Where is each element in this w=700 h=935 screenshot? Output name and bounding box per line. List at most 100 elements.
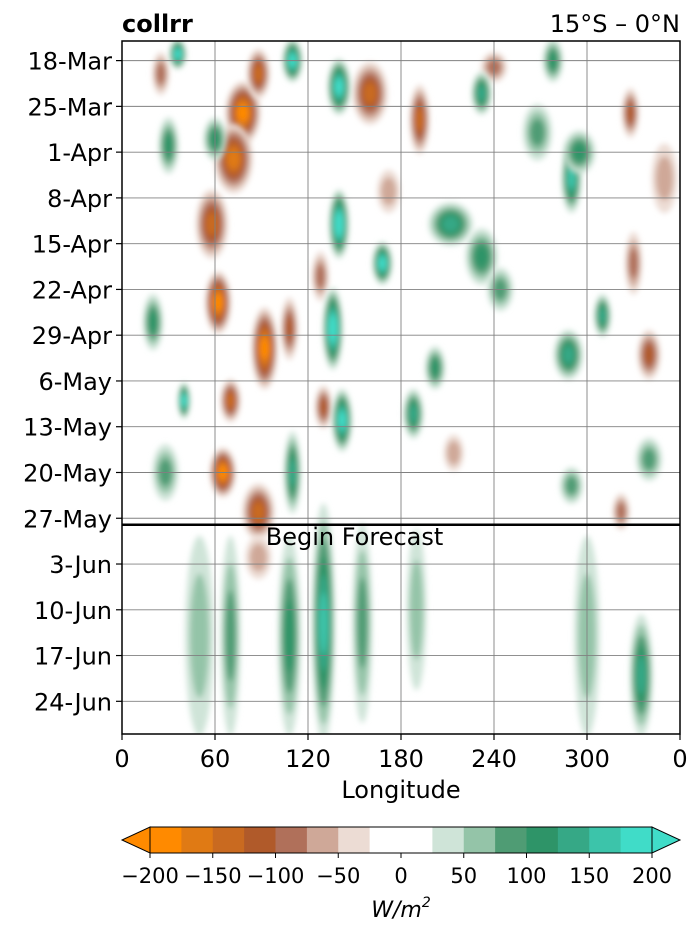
- contour-feature: [543, 41, 563, 83]
- colorbar-segment: [557, 827, 590, 853]
- contour-feature: [651, 143, 678, 213]
- contour-level: [565, 476, 578, 495]
- colorbar-tick-label: −150: [184, 864, 242, 888]
- contour-field: [143, 41, 678, 734]
- contour-feature: [158, 117, 179, 174]
- contour-feature: [195, 189, 228, 259]
- contour-level: [335, 216, 343, 233]
- forecast-label: Begin Forecast: [266, 523, 444, 551]
- y-tick-label: 22-Apr: [32, 276, 112, 304]
- title-right: 15°S – 0°N: [550, 10, 680, 38]
- contour-feature: [425, 346, 445, 390]
- contour-level: [529, 118, 545, 147]
- contour-level: [253, 65, 264, 83]
- colorbar-segment: [401, 827, 433, 853]
- contour-feature: [637, 329, 661, 380]
- contour-level: [284, 599, 295, 673]
- colorbar-label-exp: 2: [422, 895, 431, 911]
- y-tick-label: 1-Apr: [47, 139, 112, 167]
- contour-level: [616, 502, 626, 521]
- contour-level: [148, 311, 158, 334]
- contour-level: [415, 108, 424, 131]
- y-tick-label: 24-Jun: [34, 688, 112, 716]
- contour-feature: [220, 535, 241, 734]
- contour-feature: [622, 88, 639, 138]
- contour-level: [430, 359, 440, 377]
- contour-feature: [312, 251, 329, 302]
- colorbar-label-base: W/m: [371, 898, 422, 923]
- contour-level: [474, 245, 489, 268]
- contour-level: [174, 49, 182, 59]
- contour-feature: [471, 71, 492, 115]
- contour-feature: [312, 503, 335, 734]
- contour-level: [655, 156, 674, 201]
- contour-level: [163, 134, 174, 157]
- contour-feature: [251, 307, 278, 390]
- contour-feature: [315, 385, 332, 429]
- colorbar-tick-label: −200: [121, 864, 179, 888]
- contour-level: [205, 212, 218, 236]
- colorbar-segment: [150, 827, 182, 853]
- title-left: collrr: [122, 10, 193, 38]
- x-tick-label: 120: [285, 745, 331, 773]
- y-tick-label: 27-May: [23, 505, 112, 533]
- y-tick-label: 29-Apr: [32, 322, 112, 350]
- y-tick-label: 17-Jun: [34, 643, 112, 671]
- grid-lines: [122, 41, 680, 734]
- contour-level: [380, 177, 397, 206]
- y-tick-label: 6-May: [38, 368, 112, 396]
- x-tick-label: 240: [471, 745, 517, 773]
- contour-level: [189, 573, 210, 699]
- colorbar-segment: [306, 827, 339, 853]
- contour-feature: [152, 52, 169, 96]
- x-axis-label: Longitude: [341, 776, 460, 804]
- contour-level: [227, 148, 240, 169]
- contour-feature: [247, 48, 270, 99]
- contour-feature: [630, 614, 653, 734]
- x-tick-label: 0: [114, 745, 129, 773]
- colorbar-segment: [212, 827, 245, 853]
- x-axis: 0 60 120 180 240 300 0: [114, 734, 688, 773]
- colorbar-tick-label: 100: [506, 864, 546, 888]
- contour-level: [442, 216, 459, 232]
- contour-feature: [332, 388, 352, 452]
- y-tick-label: 8-Apr: [47, 185, 112, 213]
- contour-feature: [214, 124, 253, 194]
- y-tick-label: 13-May: [23, 414, 112, 442]
- contour-feature: [443, 434, 464, 472]
- y-tick-label: 20-May: [23, 459, 112, 487]
- contour-level: [285, 316, 294, 341]
- contour-level: [329, 319, 337, 339]
- y-tick-label: 15-Apr: [32, 231, 112, 259]
- contour-feature: [178, 382, 190, 419]
- contour-level: [249, 543, 268, 572]
- contour-level: [562, 346, 574, 364]
- contour-feature: [220, 379, 241, 423]
- contour-level: [598, 308, 607, 324]
- contour-feature: [327, 58, 351, 115]
- contour-level: [446, 440, 461, 465]
- contour-feature: [352, 61, 388, 125]
- contour-feature: [625, 231, 642, 295]
- x-tick-label: 60: [200, 745, 231, 773]
- contour-level: [237, 104, 249, 122]
- contour-level: [260, 338, 269, 359]
- contour-level: [156, 62, 166, 85]
- x-tick-label: 0: [672, 745, 687, 773]
- contour-level: [315, 264, 326, 289]
- contour-feature: [329, 189, 349, 259]
- contour-feature: [225, 81, 261, 145]
- colorbar-tick-label: −100: [247, 864, 305, 888]
- contour-feature: [185, 535, 214, 734]
- colorbar-extend-low: [120, 826, 151, 854]
- contour-feature: [278, 535, 301, 734]
- colorbar-tick-label: 200: [632, 864, 672, 888]
- contour-level: [319, 398, 328, 416]
- contour-feature: [409, 84, 430, 155]
- colorbar-tick-label: 0: [394, 864, 407, 888]
- contour-level: [213, 294, 223, 311]
- contour-feature: [428, 202, 473, 246]
- y-tick-label: 18-Mar: [28, 48, 113, 76]
- contour-feature: [377, 169, 400, 213]
